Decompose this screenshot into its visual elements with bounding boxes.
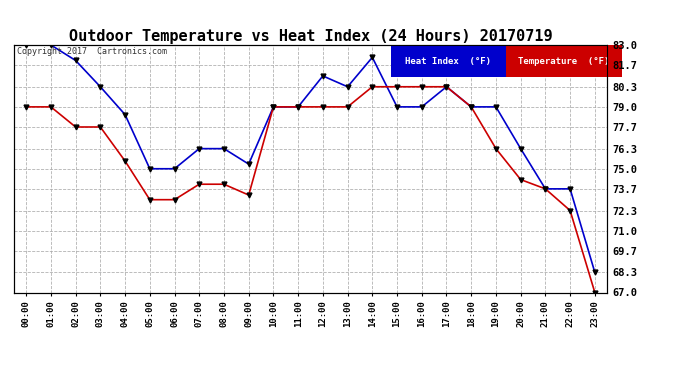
Text: Copyright 2017  Cartronics.com: Copyright 2017 Cartronics.com bbox=[17, 48, 167, 57]
Title: Outdoor Temperature vs Heat Index (24 Hours) 20170719: Outdoor Temperature vs Heat Index (24 Ho… bbox=[69, 29, 552, 44]
FancyBboxPatch shape bbox=[506, 45, 622, 77]
Text: Heat Index  (°F): Heat Index (°F) bbox=[406, 57, 491, 66]
FancyBboxPatch shape bbox=[391, 45, 506, 77]
Text: Temperature  (°F): Temperature (°F) bbox=[518, 57, 610, 66]
